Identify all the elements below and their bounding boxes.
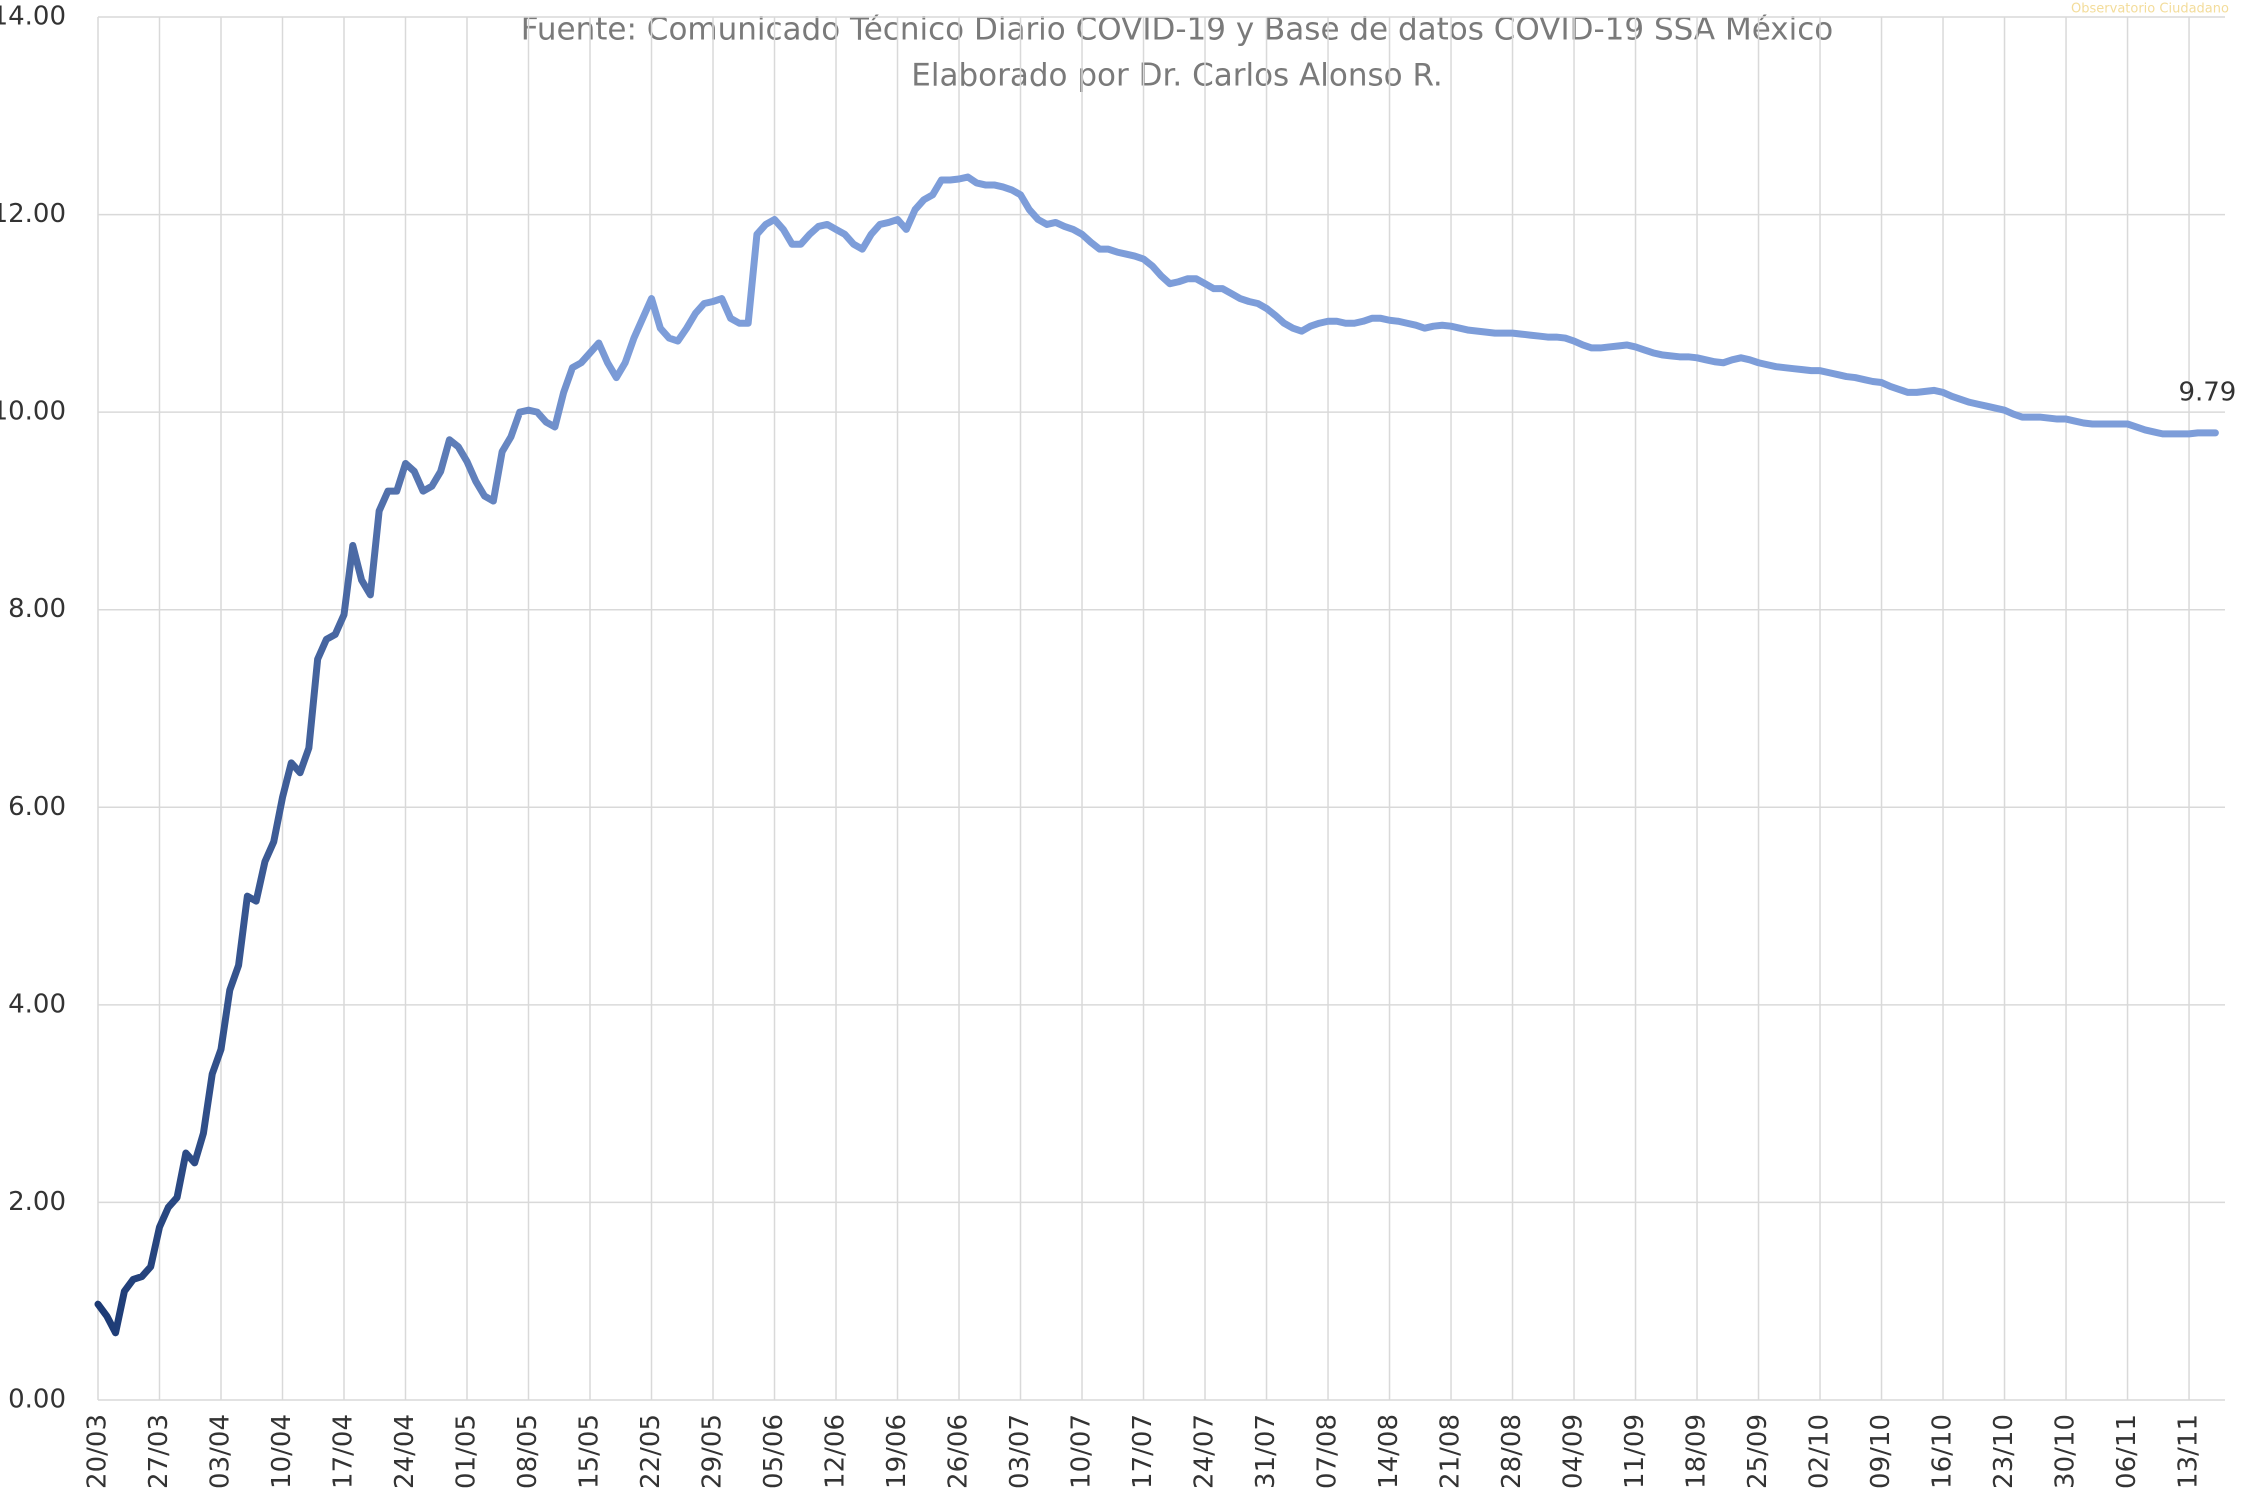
- y-tick-label: 0.00: [8, 1385, 66, 1415]
- x-tick-label: 04/09: [1559, 1414, 1589, 1489]
- x-tick-label: 05/06: [759, 1414, 789, 1489]
- y-tick-label: 8.00: [8, 594, 66, 624]
- x-tick-label: 10/07: [1067, 1414, 1097, 1489]
- x-tick-label: 07/08: [1313, 1414, 1343, 1489]
- data-line: [94, 173, 2219, 1337]
- x-tick-label: 23/10: [1989, 1414, 2019, 1489]
- x-tick-label: 13/11: [2174, 1414, 2204, 1489]
- x-tick-label: 15/05: [575, 1414, 605, 1489]
- x-tick-label: 10/04: [267, 1414, 297, 1489]
- x-tick-label: 08/05: [513, 1414, 543, 1489]
- x-tick-label: 14/08: [1374, 1414, 1404, 1489]
- y-tick-label: 2.00: [8, 1187, 66, 1217]
- x-tick-label: 25/09: [1743, 1414, 1773, 1489]
- x-tick-label: 20/03: [83, 1414, 113, 1489]
- x-tick-label: 27/03: [144, 1414, 174, 1489]
- watermark: Observatorio Ciudadano: [2071, 2, 2229, 17]
- x-tick-label: 26/06: [944, 1414, 974, 1489]
- x-tick-label: 24/04: [390, 1414, 420, 1489]
- x-tick-label: 30/10: [2051, 1414, 2081, 1489]
- x-tick-label: 19/06: [882, 1414, 912, 1489]
- y-tick-label: 10.00: [0, 397, 66, 427]
- x-tick-label: 06/11: [2112, 1414, 2142, 1489]
- x-tick-label: 11/09: [1620, 1414, 1650, 1489]
- x-tick-label: 03/07: [1005, 1414, 1035, 1489]
- x-tick-label: 01/05: [452, 1414, 482, 1489]
- x-tick-label: 17/04: [329, 1414, 359, 1489]
- x-tick-label: 03/04: [206, 1414, 236, 1489]
- x-tick-label: 18/09: [1682, 1414, 1712, 1489]
- x-tick-label: 29/05: [698, 1414, 728, 1489]
- x-tick-label: 21/08: [1436, 1414, 1466, 1489]
- y-tick-label: 14.00: [0, 2, 66, 32]
- y-tick-label: 12.00: [0, 199, 66, 229]
- y-tick-label: 6.00: [8, 792, 66, 822]
- x-tick-label: 24/07: [1190, 1414, 1220, 1489]
- x-tick-label: 17/07: [1128, 1414, 1158, 1489]
- x-tick-label: 16/10: [1928, 1414, 1958, 1489]
- x-tick-label: 02/10: [1805, 1414, 1835, 1489]
- data-label: 9.79: [2178, 377, 2236, 407]
- subtitle-line: Elaborado por Dr. Carlos Alonso R.: [911, 58, 1442, 94]
- x-tick-label: 22/05: [636, 1414, 666, 1489]
- x-tick-label: 31/07: [1251, 1414, 1281, 1489]
- x-tick-label: 12/06: [821, 1414, 851, 1489]
- x-tick-label: 28/08: [1497, 1414, 1527, 1489]
- y-tick-label: 4.00: [8, 989, 66, 1019]
- x-tick-label: 09/10: [1866, 1414, 1896, 1489]
